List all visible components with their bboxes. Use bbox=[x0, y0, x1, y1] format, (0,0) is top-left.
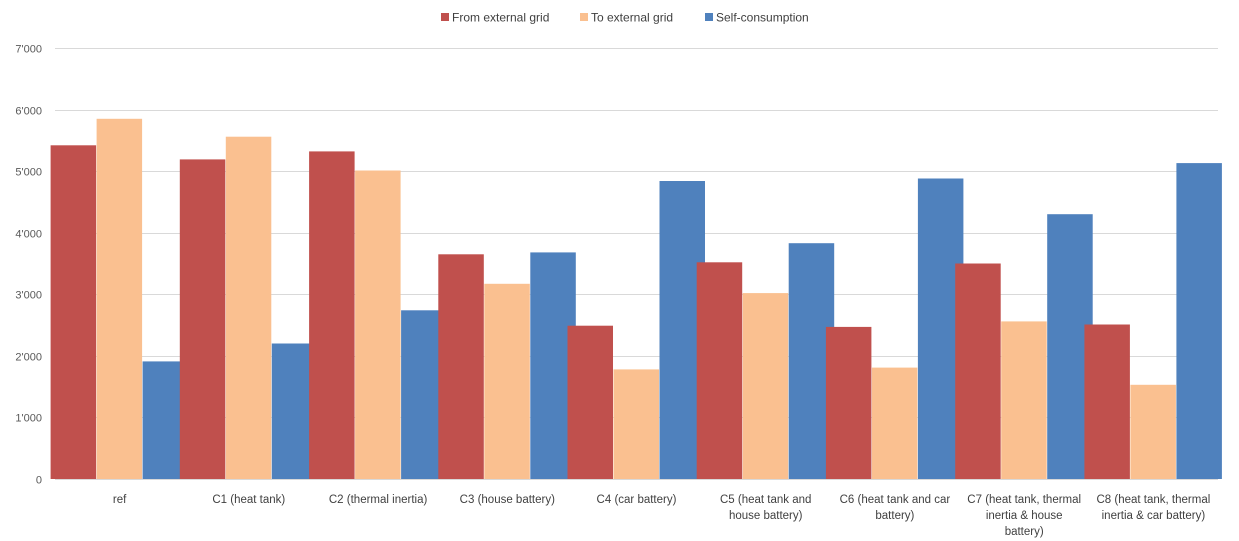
legend-swatch bbox=[441, 13, 449, 21]
bar bbox=[438, 254, 484, 479]
bars bbox=[50, 118, 1222, 480]
bar bbox=[484, 283, 530, 479]
x-axis: ref C1 (heat tank) C2 (thermal inertia) C3 … bbox=[55, 479, 1218, 538]
y-axis: 0 1'000 2'000 3'000 4'000 5'000 6'000 7'000 bbox=[15, 44, 42, 487]
y-tick-label: 1'000 bbox=[15, 413, 42, 425]
legend-swatch bbox=[580, 13, 588, 21]
bar bbox=[50, 145, 97, 480]
x-tick-label: C3 (house battery) bbox=[460, 494, 555, 506]
x-tick-label: C1 (heat tank) bbox=[212, 494, 285, 506]
legend-label: From external grid bbox=[452, 11, 549, 25]
y-tick-label: 6'000 bbox=[15, 106, 42, 118]
bar bbox=[1176, 163, 1222, 479]
legend-swatch bbox=[705, 13, 713, 21]
bar bbox=[613, 369, 659, 479]
bar bbox=[96, 118, 143, 480]
x-tick-label: C2 (thermal inertia) bbox=[329, 494, 428, 506]
bar bbox=[1130, 384, 1176, 479]
bar bbox=[1084, 324, 1130, 479]
y-tick-label: 4'000 bbox=[15, 229, 42, 241]
bar bbox=[309, 151, 355, 479]
bar bbox=[1001, 321, 1047, 479]
bar bbox=[742, 293, 789, 479]
x-tick-label: C4 (car battery) bbox=[597, 494, 677, 506]
x-tick-label: C8 (heat tank, thermal inertia & car batt… bbox=[1097, 494, 1211, 522]
x-tick-label: C7 (heat tank, thermal inertia & house bat… bbox=[967, 494, 1081, 538]
y-tick-label: 0 bbox=[36, 475, 42, 487]
bar bbox=[179, 159, 226, 479]
x-tick-label: C6 (heat tank and car battery) bbox=[840, 494, 951, 522]
bar bbox=[225, 136, 272, 479]
y-tick-label: 2'000 bbox=[15, 352, 42, 364]
bar bbox=[567, 325, 613, 479]
bar bbox=[825, 326, 872, 479]
legend-label: To external grid bbox=[591, 11, 673, 25]
y-tick-label: 7'000 bbox=[15, 44, 42, 56]
bar bbox=[696, 262, 743, 479]
bar bbox=[955, 263, 1001, 479]
bar bbox=[871, 367, 918, 479]
x-tick-label: ref bbox=[113, 494, 127, 506]
legend: From external grid To external grid Self-c… bbox=[441, 11, 809, 25]
bar bbox=[355, 170, 401, 479]
legend-label: Self-consumption bbox=[716, 11, 809, 25]
x-tick-label: C5 (heat tank and house battery) bbox=[720, 494, 811, 522]
y-tick-label: 5'000 bbox=[15, 167, 42, 179]
y-tick-label: 3'000 bbox=[15, 290, 42, 302]
